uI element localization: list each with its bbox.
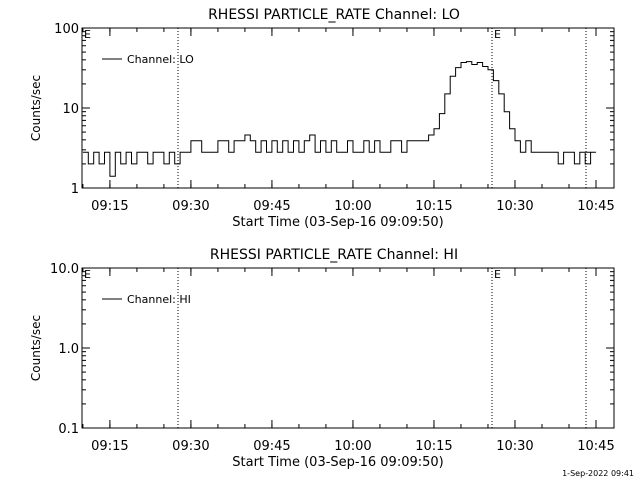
- chart-panel-hi: RHESSI PARTICLE_RATE Channel: HI Counts/s…: [29, 247, 615, 470]
- y-tick-label: 1: [71, 182, 79, 197]
- x-tick-label: 10:30: [496, 199, 533, 214]
- x-tick-label: 09:15: [91, 199, 128, 214]
- y-tick-label: 100: [54, 22, 79, 37]
- marker-label-e: E: [494, 28, 501, 41]
- x-axis-label: Start Time (03-Sep-16 09:09:50): [232, 215, 443, 230]
- plot-frame: [81, 27, 615, 189]
- y-axis-label: Counts/sec: [29, 315, 43, 381]
- x-tick-label: 10:00: [334, 199, 371, 214]
- x-tick-label: 10:15: [415, 199, 452, 214]
- y-tick-label: 10: [62, 102, 79, 117]
- x-tick-label: 10:45: [577, 439, 614, 454]
- marker-label-e: E: [84, 28, 91, 41]
- x-tick-label: 09:30: [172, 439, 209, 454]
- x-tick-label: 09:15: [91, 439, 128, 454]
- y-tick-label: 1.0: [58, 342, 79, 357]
- x-axis-label: Start Time (03-Sep-16 09:09:50): [232, 455, 443, 470]
- chart-panel-lo: RHESSI PARTICLE_RATE Channel: LO Counts/s…: [29, 7, 615, 230]
- marker-label-e: E: [494, 268, 501, 281]
- plot-frame: [81, 267, 615, 429]
- y-tick-label: 0.1: [58, 422, 79, 437]
- chart-title: RHESSI PARTICLE_RATE Channel: HI: [210, 247, 458, 263]
- x-tick-label: 09:45: [253, 199, 290, 214]
- x-tick-label: 10:30: [496, 439, 533, 454]
- x-tick-label: 10:15: [415, 439, 452, 454]
- x-tick-label: 10:00: [334, 439, 371, 454]
- y-tick-label: 10.0: [50, 262, 79, 277]
- series-line-lo: [82, 61, 596, 177]
- legend-entry: Channel: LO: [127, 53, 194, 66]
- chart-title: RHESSI PARTICLE_RATE Channel: LO: [208, 7, 460, 23]
- marker-label-e: E: [84, 268, 91, 281]
- y-axis-label: Counts/sec: [29, 75, 43, 141]
- generation-timestamp: 1-Sep-2022 09:41: [562, 469, 634, 478]
- x-tick-label: 09:30: [172, 199, 209, 214]
- x-tick-label: 10:45: [577, 199, 614, 214]
- legend-entry: Channel: HI: [127, 293, 191, 306]
- x-tick-label: 09:45: [253, 439, 290, 454]
